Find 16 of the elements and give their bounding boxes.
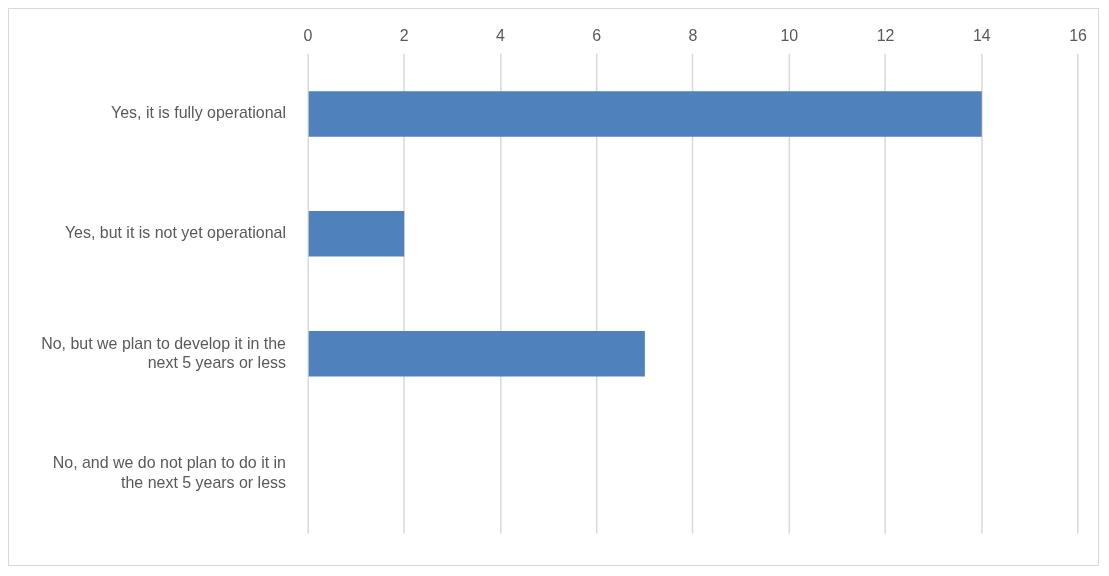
x-tick-label: 10 [780,26,799,44]
x-tick-label: 2 [399,26,409,44]
x-tick-label: 6 [592,26,602,44]
x-tick-label: 14 [972,26,991,44]
x-tick-label: 4 [496,26,506,44]
bar [308,91,982,137]
y-tick-label: Yes, it is fully operational [111,104,286,122]
y-tick-label: No, but we plan to develop it in the next 5 years or less [41,334,287,371]
bar [308,330,645,377]
bar [308,211,405,257]
x-tick-label: 8 [688,26,698,44]
x-tick-label: 12 [876,26,895,44]
y-tick-label: Yes, but it is not yet operational [64,224,286,242]
y-tick-label: No, and we do not plan to do it in the next 5 years or less [52,454,286,491]
x-tick-label: 16 [1069,26,1088,44]
x-tick-label: 0 [303,26,313,44]
